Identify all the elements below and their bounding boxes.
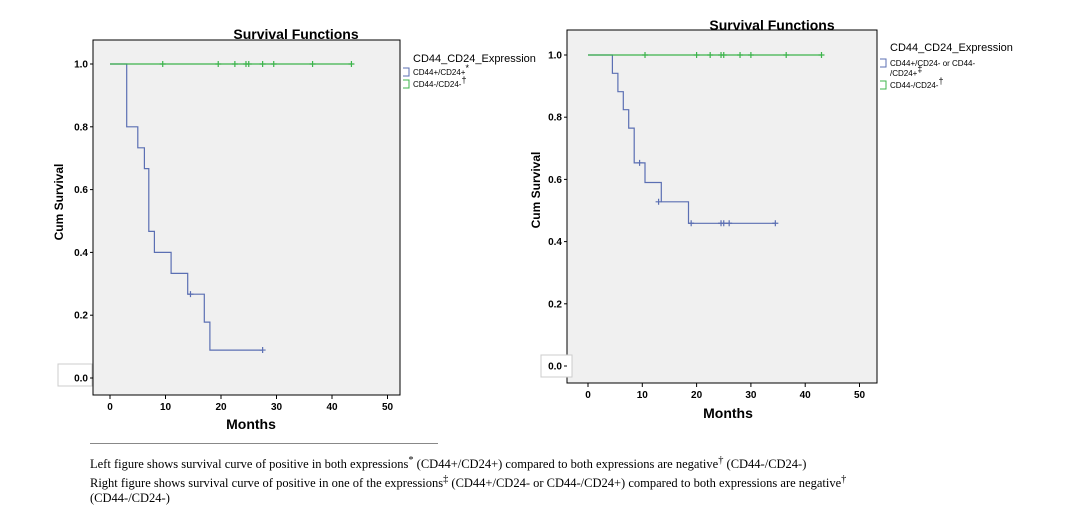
censor-mark [737,52,744,58]
x-tick-label: 20 [691,390,703,401]
x-tick-label: 40 [326,402,338,413]
caption-right-cont: (CD44-/CD24-) [90,491,170,506]
x-tick-label: 10 [637,390,649,401]
legend: CD44_CD24_Expression CD44+/CD24- or CD44-… [880,42,1013,90]
y-tick-label: 0.6 [74,185,88,196]
y-tick-label: 0.2 [74,311,88,322]
plot-area [566,29,878,384]
censor-mark [159,61,166,67]
y-tick-label: 0.6 [548,175,562,186]
y-tick-label: 0.2 [548,299,562,310]
y-tick-label: 1.0 [74,60,88,71]
censor-mark [783,52,790,58]
censor-mark [707,52,714,58]
legend-marker: * [465,63,469,73]
y-axis-label: Cum Survival [52,164,66,241]
figure-caption: Left figure shows survival curve of posi… [90,453,1030,506]
x-tick-label: 50 [382,402,394,413]
x-tick-label: 20 [215,402,227,413]
y-tick-label: 0.8 [548,113,562,124]
caption-rule [90,443,438,444]
censor-mark [309,61,316,67]
survival-curve-series-a [110,63,263,351]
legend-swatch [880,58,887,68]
legend-title: CD44_CD24_Expression [890,42,1013,54]
legend-entry-label: CD44+/CD24- or CD44- [890,59,975,68]
y-tick-label: 0.8 [74,122,88,133]
legend-marker: † [461,75,466,85]
y-tick-label: 0.4 [548,237,562,248]
censor-mark [636,159,643,166]
plot-area [92,39,401,396]
censor-mark [348,61,355,67]
legend-swatch [880,80,887,90]
y-tick-label: 0.0 [548,362,562,373]
censor-mark [270,61,277,67]
x-axis-label: Months [703,405,753,421]
caption-right: Right figure shows survival curve of pos… [90,474,847,491]
censor-mark [693,52,700,58]
censor-mark [245,61,252,67]
caption-left: Left figure shows survival curve of posi… [90,455,807,472]
censor-mark [187,291,194,298]
y-tick-label: 0.4 [74,248,88,259]
censor-mark [655,198,662,205]
censor-mark [688,220,695,227]
legend-entry-label: CD44-/CD24-† [890,76,943,90]
censor-mark [231,61,238,67]
censor-mark [747,52,754,58]
censor-mark [259,61,266,67]
y-axis-label: Cum Survival [529,152,543,229]
censor-mark [215,61,222,67]
censor-mark [259,347,266,354]
censor-mark [720,52,727,58]
x-tick-label: 0 [585,390,591,401]
x-axis-label: Months [226,416,276,432]
x-tick-label: 40 [800,390,812,401]
chart-title: Survival Functions [233,26,358,42]
legend-marker: † [938,76,943,86]
censor-mark [818,52,825,58]
y-tick-label: 1.0 [548,51,562,62]
y-tick-label: 0.0 [74,374,88,385]
x-tick-label: 50 [854,390,866,401]
legend-marker: ‡ [917,64,922,74]
chart-panel-right: Survival Functions 0.0 0.2 0.4 0.6 0.8 1.0 0 10 2… [529,17,1013,421]
censor-mark [726,220,733,227]
censor-mark [772,220,779,227]
legend-swatch [403,79,410,89]
censor-mark [642,52,649,58]
x-tick-label: 10 [160,402,172,413]
chart-title: Survival Functions [709,17,834,33]
legend-swatch [403,67,410,77]
chart-panel-left: Survival Functions 0.0 0.2 0.4 0.6 0.8 1.0 0 10 2… [52,26,536,432]
censor-mark [720,220,727,227]
x-tick-label: 30 [271,402,283,413]
survival-curve-series-a [588,54,776,224]
legend-title: CD44_CD24_Expression [413,53,536,65]
legend-entry-label: CD44-/CD24-† [413,75,466,89]
zero-label-box [540,354,573,378]
zero-label-box [57,363,93,387]
legend: CD44_CD24_ExpressionCD44+/CD24+*CD44-/CD… [403,53,536,89]
x-tick-label: 30 [745,390,757,401]
x-tick-label: 0 [107,402,113,413]
